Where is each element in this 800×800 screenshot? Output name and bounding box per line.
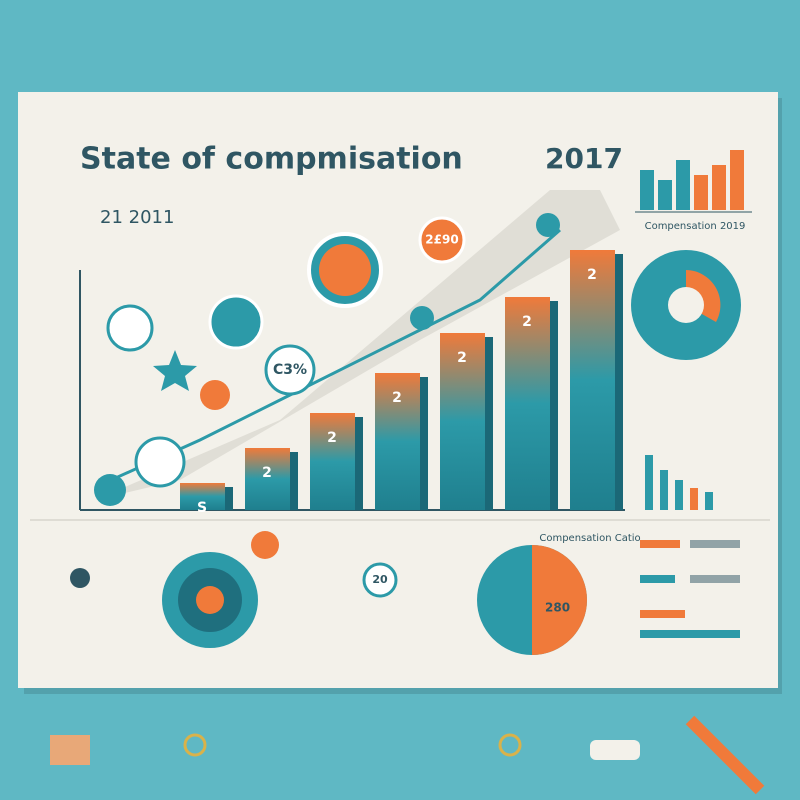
bar-side [420,377,428,510]
bar-label: 2 [587,267,597,283]
mini-bar [660,470,668,510]
bar [375,373,420,510]
bar [180,483,225,510]
pie-caption: Compensation Catio [539,533,640,544]
subtitle: 21 2011 [100,207,174,228]
person-badge-inner [319,244,371,296]
bar [570,250,615,510]
mini-bar [645,455,653,510]
target-center [196,586,224,614]
side-caption: Compensation 2019 [645,221,746,232]
sticky-note [50,735,90,765]
person-badge [208,294,264,350]
eraser [590,740,640,760]
bar [245,448,290,510]
year: 2017 [545,142,623,175]
dot-icon [536,213,560,237]
percent-label: C3% [273,362,307,378]
pin [498,733,522,757]
mini-bar [675,480,683,510]
value-badge [418,216,466,264]
bar [440,333,485,510]
bar [310,413,355,510]
bar-label: 2 [262,465,272,481]
dot-icon [251,531,279,559]
bar-label: S [197,500,207,516]
value-label: 2£90 [425,233,458,247]
bar-label: 2 [327,430,337,446]
mini-bar [730,150,744,210]
band [95,190,620,500]
donut-hole [668,287,704,323]
bar-label: 2 [392,390,402,406]
value-badge [362,562,398,598]
legend-bar [690,540,740,548]
mini-bar [705,492,713,510]
bar-side [355,417,363,510]
pen [685,715,765,795]
bar-side [550,301,558,510]
mini-bar [690,488,698,510]
bar-side [615,254,623,510]
dot-icon [410,306,434,330]
value-label: 20 [372,573,388,586]
bar-side [485,337,493,510]
mini-chart [635,150,752,213]
mini-bar [712,165,726,210]
mini-bar [640,170,654,210]
dot-icon [200,380,230,410]
pin [183,733,207,757]
mini-bar [658,180,672,210]
mini-bar [676,160,690,210]
value-badge [134,436,186,488]
bar-label: 2 [522,314,532,330]
bar [505,297,550,510]
bars: S 2 2 2 2 2 2 [180,250,623,516]
pie-slice [532,545,587,655]
legend-bar [640,540,680,548]
legend-rows [640,540,740,638]
bank-icon [106,304,154,352]
legend-bar [640,630,740,638]
bar-label: 2 [457,350,467,366]
trend-line [99,228,561,487]
legend-bar [640,610,685,618]
percent-badge [264,344,316,396]
star-icon [153,350,197,391]
legend-bar [690,575,740,583]
dot-icon [70,568,90,588]
bar-side [225,487,233,510]
title: State of compmisation [80,142,463,177]
dot-icon [94,474,126,506]
bar-side [290,452,298,510]
mini-bar [694,175,708,210]
pie-label: 280 [545,601,570,615]
legend-bar [640,575,675,583]
